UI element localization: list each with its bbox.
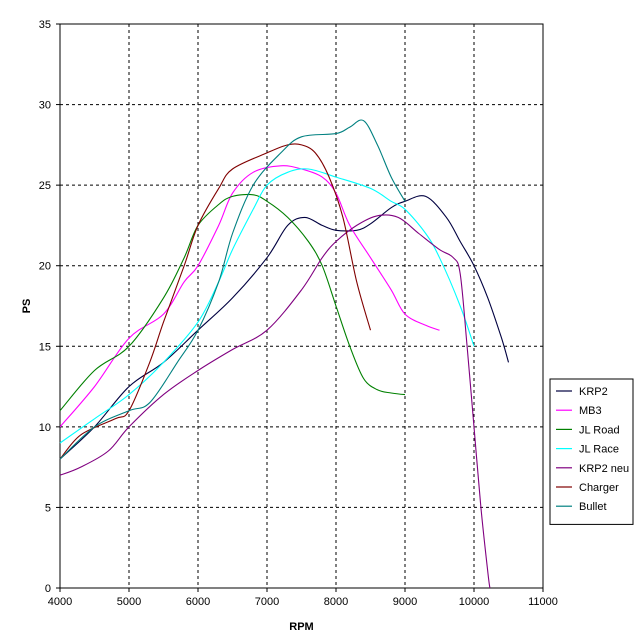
x-tick-label-2: 6000 bbox=[186, 596, 210, 608]
y-tick-label-2: 10 bbox=[39, 422, 51, 434]
y-tick-label-3: 15 bbox=[39, 341, 51, 353]
legend: KRP2 MB3 JL Road JL Race KRP2 neu Charger Bull… bbox=[549, 378, 634, 525]
series-line-mb3 bbox=[59, 165, 440, 428]
series-line-jl-road bbox=[59, 193, 406, 412]
x-tick-label-0: 4000 bbox=[48, 596, 72, 608]
legend-label-0: KRP2 bbox=[579, 386, 608, 398]
series-layer bbox=[59, 119, 510, 589]
legend-label-3: JL Race bbox=[579, 444, 619, 456]
x-tick-label-6: 10000 bbox=[459, 596, 490, 608]
y-axis-title: PS bbox=[21, 299, 33, 314]
series-line-bullet bbox=[59, 119, 406, 460]
series-line-krp2-neu bbox=[59, 214, 491, 589]
y-tick-label-4: 20 bbox=[39, 261, 51, 273]
x-tick-label-4: 8000 bbox=[324, 596, 348, 608]
y-tick-label-7: 35 bbox=[39, 19, 51, 31]
y-tick-label-0: 0 bbox=[45, 583, 51, 595]
x-tick-label-7: 11000 bbox=[528, 596, 558, 608]
series-line-charger bbox=[59, 143, 372, 460]
legend-label-5: Charger bbox=[579, 482, 619, 494]
x-tick-labels: 4000 5000 6000 7000 8000 9000 10000 11000 bbox=[48, 588, 558, 608]
legend-label-2: JL Road bbox=[579, 424, 620, 436]
y-tick-label-1: 5 bbox=[45, 502, 51, 514]
x-tick-label-3: 7000 bbox=[255, 596, 279, 608]
legend-label-6: Bullet bbox=[579, 501, 607, 513]
legend-label-1: MB3 bbox=[579, 405, 602, 417]
plot-area bbox=[59, 23, 544, 589]
x-tick-label-1: 5000 bbox=[117, 596, 141, 608]
y-tick-label-5: 25 bbox=[39, 180, 51, 192]
x-axis-title: RPM bbox=[289, 621, 313, 633]
x-tick-label-5: 9000 bbox=[393, 596, 417, 608]
y-tick-labels: 0 5 10 15 20 25 30 35 bbox=[39, 19, 60, 595]
legend-box bbox=[549, 378, 634, 525]
legend-label-4: KRP2 neu bbox=[579, 463, 629, 475]
series-line-jl-race bbox=[59, 168, 475, 444]
y-tick-label-6: 30 bbox=[39, 100, 51, 112]
